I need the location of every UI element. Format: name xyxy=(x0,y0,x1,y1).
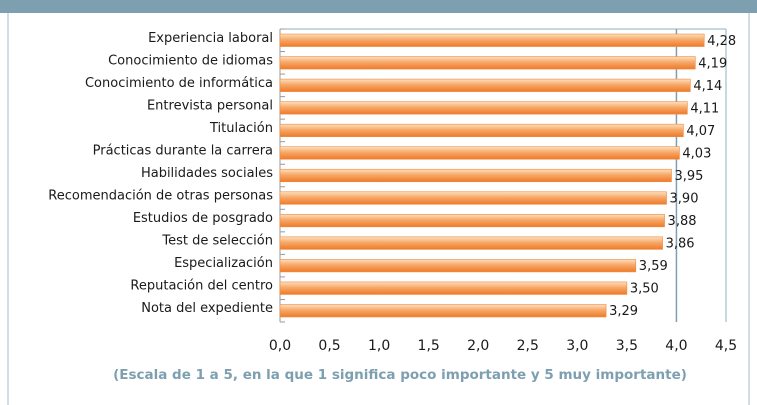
x-tick-label: 4,5 xyxy=(715,338,737,354)
value-label: 4,07 xyxy=(686,124,715,139)
value-label: 3,50 xyxy=(630,282,659,297)
bar xyxy=(279,259,637,273)
x-tick-label: 2,5 xyxy=(517,338,539,354)
bar xyxy=(279,78,691,92)
bar xyxy=(279,123,684,137)
y-tick-label: Titulación xyxy=(209,121,273,136)
y-tick-label: Experiencia laboral xyxy=(148,31,273,46)
bar xyxy=(279,214,665,228)
bar xyxy=(279,56,696,70)
y-tick-label: Entrevista personal xyxy=(147,98,273,113)
x-tick-label: 1,5 xyxy=(418,338,440,354)
x-tick-label: 0,5 xyxy=(318,338,340,354)
value-label: 4,03 xyxy=(682,146,711,161)
value-label: 3,86 xyxy=(666,237,695,252)
y-tick-label: Conocimiento de idiomas xyxy=(108,53,273,68)
bar xyxy=(279,236,663,250)
caption: (Escala de 1 a 5, en la que 1 significa … xyxy=(113,367,687,383)
y-tick-label: Prácticas durante la carrera xyxy=(93,143,273,158)
x-tick-label: 1,0 xyxy=(368,338,390,354)
y-tick-label: Nota del expediente xyxy=(141,301,273,316)
value-label: 3,59 xyxy=(639,259,668,274)
bar xyxy=(279,281,628,295)
bar xyxy=(279,304,607,318)
x-tick-label: 2,0 xyxy=(467,338,489,354)
value-label: 3,95 xyxy=(674,169,703,184)
bar xyxy=(279,168,672,183)
value-label: 3,90 xyxy=(670,192,699,207)
value-label: 4,19 xyxy=(698,56,727,71)
bar xyxy=(279,191,667,205)
y-tick-label: Habilidades sociales xyxy=(141,166,273,181)
value-label: 4,11 xyxy=(690,101,719,116)
bar xyxy=(279,101,688,115)
value-label: 4,28 xyxy=(707,34,736,49)
bar xyxy=(279,146,680,160)
x-tick-label: 3,5 xyxy=(616,338,638,354)
y-tick-label: Recomendación de otras personas xyxy=(48,189,273,204)
y-tick-label: Reputación del centro xyxy=(130,279,273,294)
y-tick-label: Test de selección xyxy=(161,234,273,249)
x-tick-label: 0,0 xyxy=(269,338,291,354)
value-label: 3,88 xyxy=(668,214,697,229)
x-tick-label: 3,0 xyxy=(566,338,588,354)
header-band xyxy=(0,0,757,13)
y-tick-label: Estudios de posgrado xyxy=(133,211,273,226)
y-tick-label: Especialización xyxy=(174,256,273,271)
value-label: 4,14 xyxy=(693,79,722,94)
x-tick-label: 4,0 xyxy=(665,338,687,354)
value-label: 3,29 xyxy=(609,304,638,319)
y-tick-label: Conocimiento de informática xyxy=(85,76,273,91)
bar xyxy=(279,33,705,47)
